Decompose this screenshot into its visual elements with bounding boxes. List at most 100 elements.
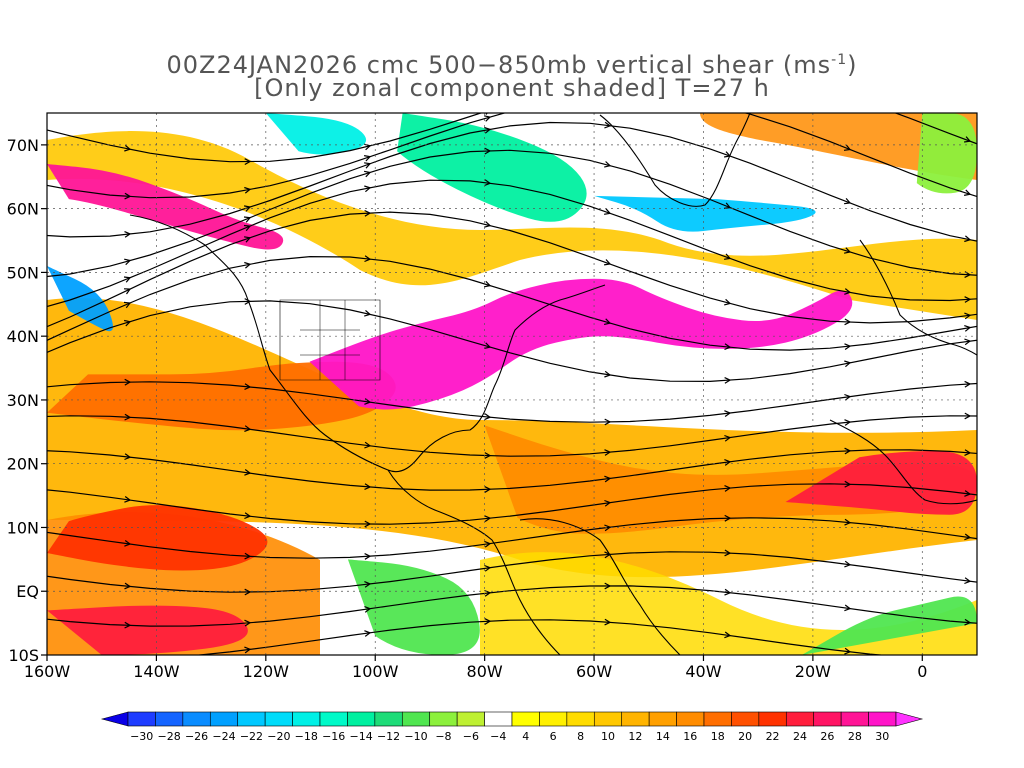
colorbar-label: 20 bbox=[738, 730, 752, 743]
colorbar-swatch bbox=[785, 711, 815, 727]
streamline-arrow bbox=[364, 520, 372, 528]
streamline-arrow bbox=[243, 205, 252, 212]
streamline-arrow bbox=[484, 179, 492, 187]
streamline bbox=[47, 113, 977, 199]
streamline-arrow bbox=[244, 383, 252, 390]
colorbar-swatch bbox=[182, 711, 211, 727]
colorbar-label: 8 bbox=[577, 730, 584, 743]
streamline-arrow bbox=[484, 221, 492, 228]
colorbar-swatch bbox=[868, 711, 897, 727]
colorbar-swatch bbox=[264, 711, 293, 727]
central-america-coast bbox=[387, 469, 561, 655]
streamline-arrow bbox=[483, 280, 492, 288]
streamline-arrow bbox=[723, 202, 732, 209]
colorbar-label: 16 bbox=[683, 730, 697, 743]
x-tick-label: 60W bbox=[576, 662, 612, 681]
colorbar-swatch bbox=[840, 711, 869, 727]
colorbar-label: −30 bbox=[130, 730, 153, 743]
streamline-arrow bbox=[964, 449, 972, 456]
streamline-arrow bbox=[844, 198, 852, 205]
colorbar-swatch bbox=[456, 711, 485, 727]
streamline-arrow bbox=[724, 105, 730, 111]
y-tick-label: 70N bbox=[7, 136, 39, 155]
streamline-arrow bbox=[964, 490, 972, 497]
colorbar-label: −24 bbox=[212, 730, 235, 743]
streamline-arrow bbox=[724, 631, 732, 639]
streamline-arrow bbox=[484, 413, 492, 421]
colorbar-swatch bbox=[484, 711, 513, 727]
colorbar-swatch bbox=[429, 711, 458, 727]
streamline-arrow bbox=[244, 469, 252, 476]
streamline-arrow bbox=[483, 115, 492, 122]
streamline-arrow bbox=[964, 296, 972, 303]
streamline bbox=[193, 619, 888, 655]
streamline-arrow bbox=[363, 170, 372, 178]
streamline-arrow bbox=[843, 247, 852, 254]
streamline-arrow bbox=[124, 621, 132, 629]
base-yellow-south bbox=[480, 552, 977, 655]
streamline-arrow bbox=[484, 515, 492, 522]
colorbar-label: 22 bbox=[766, 730, 780, 743]
streamline-arrow bbox=[844, 647, 852, 655]
streamline-arrow bbox=[844, 343, 852, 350]
streamline-arrow bbox=[125, 657, 130, 663]
streamline-arrow bbox=[964, 136, 972, 143]
colorbar-label: −14 bbox=[350, 730, 373, 743]
title-line-1: 00Z24JAN2026 cmc 500−850mb vertical shea… bbox=[166, 51, 832, 79]
streamline-arrow bbox=[844, 419, 852, 426]
streamline-arrow bbox=[363, 155, 372, 162]
streamline bbox=[47, 179, 977, 308]
x-tick-label: 140W bbox=[133, 662, 180, 681]
streamline-arrow bbox=[364, 581, 372, 588]
north-america-coast bbox=[129, 214, 606, 473]
streamline bbox=[47, 415, 977, 457]
europe-coast bbox=[859, 239, 977, 356]
y-tick-label: 10S bbox=[8, 646, 39, 665]
streamline-arrow bbox=[483, 342, 492, 349]
x-tick-label: 40W bbox=[685, 662, 721, 681]
colorbar-label: −28 bbox=[158, 730, 181, 743]
colorbar-swatch bbox=[511, 711, 540, 727]
streamline-arrow bbox=[603, 318, 612, 325]
streamline-arrow bbox=[724, 298, 732, 306]
x-tick-label: 0 bbox=[917, 662, 927, 681]
colorbar-label: −8 bbox=[435, 730, 451, 743]
streamline-arrow bbox=[724, 253, 732, 260]
streamline-arrow bbox=[963, 189, 972, 196]
title-line-1-tail: ) bbox=[847, 51, 858, 79]
x-tick-label: 80W bbox=[467, 662, 503, 681]
colorbar: −30 −28 −26 −24 −22 −20 −18 −16 −14 −12 −10 −8 −6 −4 4… bbox=[100, 711, 924, 743]
streamline-arrow bbox=[964, 325, 972, 332]
streamline-arrow bbox=[604, 121, 612, 129]
south-america-north-coast bbox=[519, 518, 681, 655]
colorbar-low-arrow bbox=[100, 711, 129, 727]
streamline bbox=[47, 113, 977, 163]
streamline-arrow bbox=[484, 564, 492, 572]
colorbar-label: −12 bbox=[377, 730, 400, 743]
streamline-arrow bbox=[844, 447, 852, 455]
colorbar-swatch bbox=[401, 711, 431, 727]
colorbar-swatch bbox=[813, 711, 842, 727]
streamline-arrow bbox=[724, 514, 732, 522]
streamline-arrow bbox=[364, 255, 372, 263]
colorbar-swatch bbox=[621, 711, 650, 727]
colorbar-label: −22 bbox=[240, 730, 263, 743]
greenland-coast bbox=[599, 113, 751, 207]
streamline-arrow bbox=[724, 549, 732, 557]
streamline-arrow bbox=[605, 94, 610, 100]
streamline bbox=[47, 517, 977, 559]
colorbar-label: −16 bbox=[322, 730, 345, 743]
colorbar-label: 26 bbox=[820, 730, 834, 743]
streamline-arrow bbox=[364, 606, 372, 613]
colorbar-label: −18 bbox=[295, 730, 318, 743]
streamline bbox=[47, 585, 977, 627]
colorbar-swatch bbox=[237, 711, 266, 727]
streamline-arrow bbox=[603, 208, 612, 215]
colorbar-swatch bbox=[731, 711, 760, 727]
streamline bbox=[47, 149, 977, 278]
streamline-arrow bbox=[244, 646, 252, 654]
plot-frame bbox=[46, 112, 978, 656]
streamline bbox=[47, 211, 977, 328]
streamline-arrow bbox=[244, 425, 252, 432]
streamline-arrow bbox=[604, 618, 612, 626]
